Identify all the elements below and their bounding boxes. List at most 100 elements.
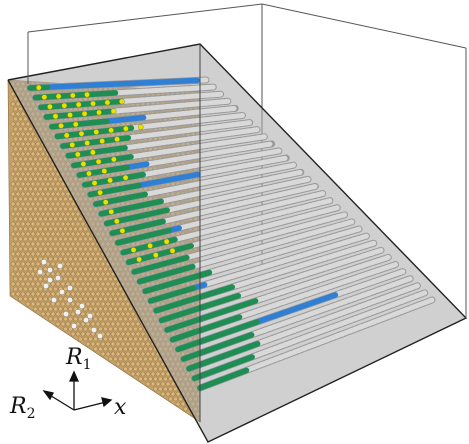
substrate-atom <box>18 166 23 172</box>
substrate-atom <box>85 261 91 267</box>
substrate-atom <box>20 161 26 167</box>
substrate-atom <box>113 336 118 342</box>
substrate-atom <box>35 211 41 217</box>
substrate-atom <box>100 261 106 267</box>
substrate-atom <box>13 166 18 172</box>
substrate-atom <box>115 321 121 327</box>
substrate-atom <box>98 276 103 282</box>
substrate-atom <box>90 341 96 347</box>
substrate-atom <box>35 301 41 307</box>
substrate-atom <box>18 116 23 122</box>
substrate-atom <box>123 316 128 322</box>
substrate-atom <box>28 176 33 182</box>
substrate-atom <box>95 301 101 307</box>
substrate-atom <box>120 311 126 317</box>
substrate-atom <box>105 291 111 297</box>
substrate-atom <box>20 271 26 277</box>
substrate-atom <box>28 126 33 132</box>
row-yellow-atom <box>81 110 88 117</box>
substrate-atom <box>178 396 183 402</box>
substrate-atom <box>20 191 26 197</box>
substrate-atom <box>115 361 121 367</box>
substrate-atom <box>108 326 113 332</box>
substrate-atom <box>88 306 93 312</box>
substrate-atom <box>43 246 48 252</box>
atom-rows <box>26 76 436 392</box>
row-yellow-atom <box>163 238 170 245</box>
substrate-atom <box>118 286 123 292</box>
substrate-atom <box>48 206 53 212</box>
substrate-atom <box>143 366 148 372</box>
substrate-atom <box>45 221 51 227</box>
substrate-atom <box>60 211 66 217</box>
substrate-atom <box>13 96 18 102</box>
atom-row <box>196 296 436 392</box>
substrate-atom <box>50 261 56 267</box>
substrate-atom <box>158 366 163 372</box>
substrate-atom <box>15 141 21 147</box>
substrate-atom <box>43 206 48 212</box>
substrate-atom <box>43 226 48 232</box>
substrate-atom <box>50 251 56 257</box>
substrate-atom <box>65 201 71 207</box>
substrate-atom <box>80 241 86 247</box>
substrate-atom <box>105 341 111 347</box>
substrate-atom <box>58 196 63 202</box>
substrate-atom <box>20 121 26 127</box>
substrate-atom <box>55 241 61 247</box>
substrate-atom <box>50 181 56 187</box>
substrate-atom <box>103 276 108 282</box>
row-yellow-atom <box>137 124 144 130</box>
substrate-atom <box>103 286 108 292</box>
axis-label-r2: R2 <box>9 394 36 422</box>
substrate-vacancies <box>37 259 103 339</box>
substrate-atom <box>28 246 33 252</box>
substrate-atom <box>93 256 98 262</box>
substrate-atom <box>125 361 131 367</box>
substrate-atom <box>123 356 128 362</box>
substrate-atom <box>98 306 103 312</box>
substrate-atom <box>58 316 63 322</box>
substrate-atom <box>168 396 173 402</box>
substrate-atom <box>43 216 48 222</box>
atom-row <box>147 232 370 305</box>
substrate-atom <box>110 301 116 307</box>
substrate-atom <box>80 271 86 277</box>
atom-row <box>141 225 363 295</box>
substrate-atom <box>85 251 91 257</box>
substrate-atom <box>113 346 118 352</box>
substrate-atom <box>113 286 118 292</box>
substrate-atom <box>65 191 71 197</box>
substrate-atom <box>115 301 121 307</box>
substrate-atom <box>58 256 63 262</box>
row-green-segment <box>114 227 172 246</box>
substrate-atom <box>108 276 113 282</box>
substrate-atom <box>83 326 88 332</box>
row-yellow-atom <box>97 189 103 196</box>
substrate-atom <box>15 131 21 137</box>
substrate-atom <box>93 296 98 302</box>
row-yellow-atom <box>102 199 109 205</box>
substrate-atom <box>55 301 61 307</box>
substrate-atom <box>13 236 18 242</box>
substrate-atom <box>43 176 48 182</box>
substrate-atom <box>38 146 43 152</box>
substrate-atom <box>78 336 83 342</box>
substrate-atom <box>50 171 56 177</box>
substrate-atom <box>23 256 28 262</box>
atom-row <box>64 126 261 160</box>
substrate-atom <box>138 326 143 332</box>
substrate-atom <box>28 296 33 302</box>
row-yellow-atom <box>119 228 126 234</box>
row-yellow-atom <box>52 113 59 120</box>
substrate-atom <box>30 151 36 157</box>
substrate-atom <box>25 261 31 267</box>
substrate-atom <box>78 226 83 232</box>
substrate-atom <box>43 276 48 282</box>
substrate-atom <box>75 271 81 277</box>
atom-row <box>48 104 239 131</box>
substrate-atom <box>90 241 96 247</box>
substrate-atom <box>133 356 138 362</box>
substrate-atom <box>175 401 181 407</box>
